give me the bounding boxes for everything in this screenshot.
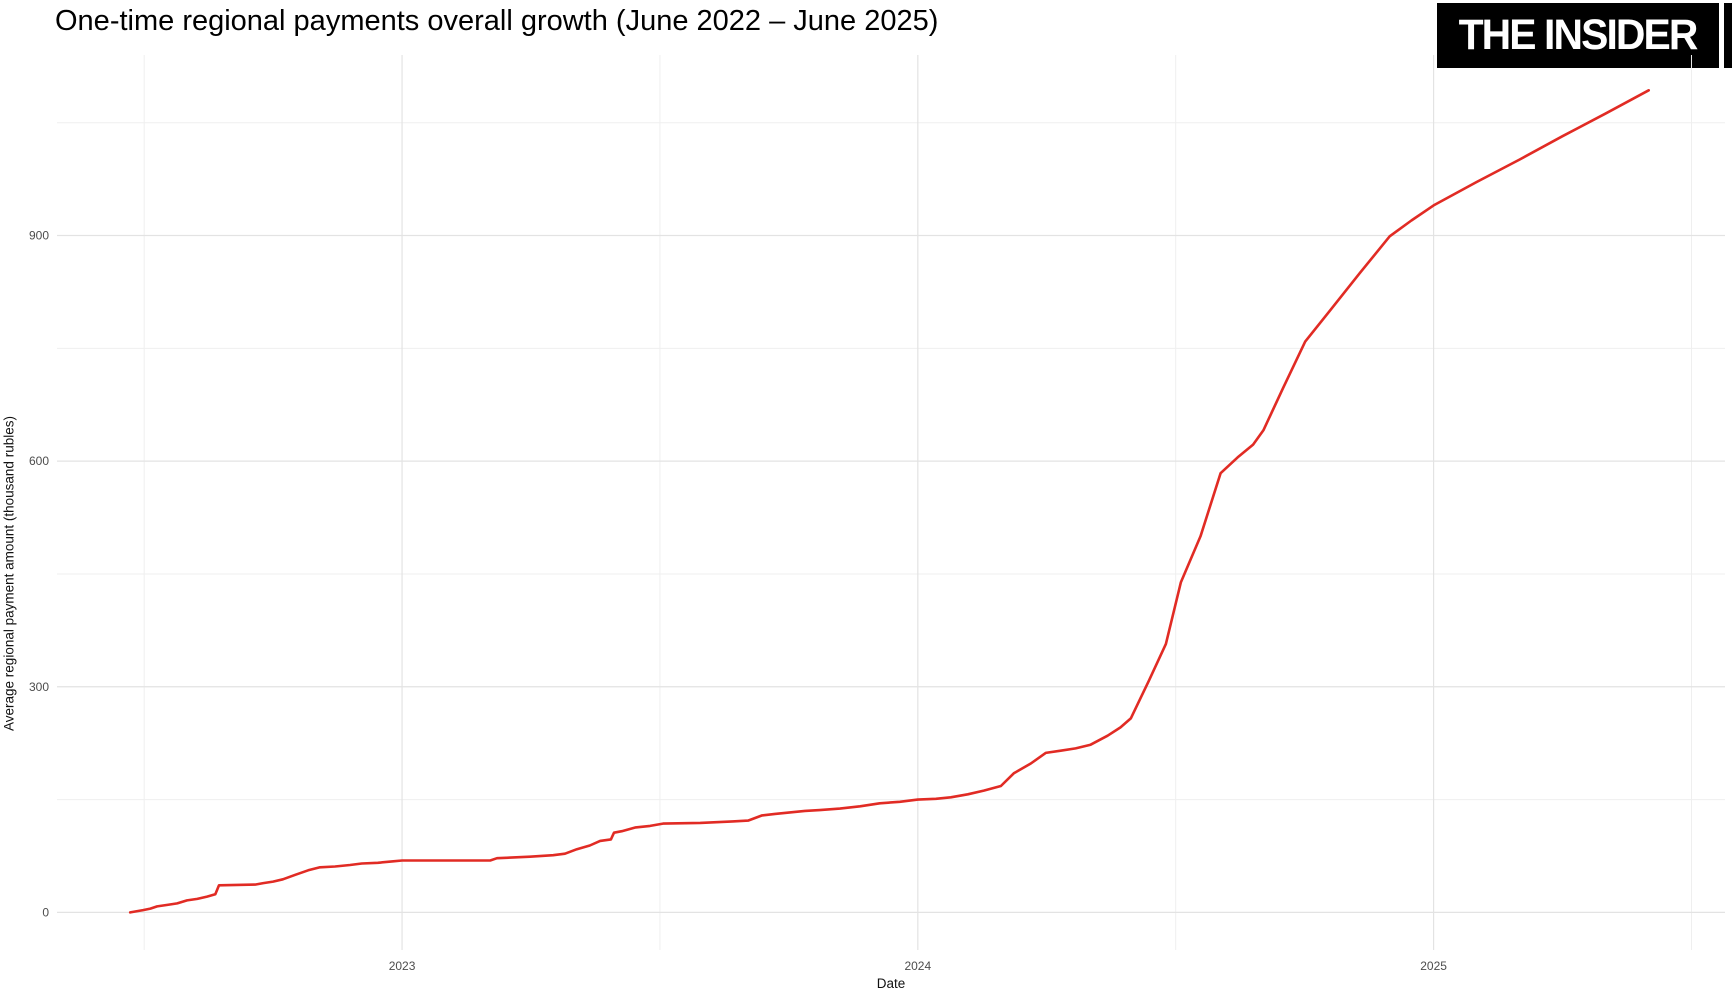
y-tick-label: 300 <box>29 680 49 694</box>
data-line <box>128 89 1650 914</box>
logo-text: THE INSIDER <box>1458 11 1699 59</box>
y-tick-label: 0 <box>42 905 49 919</box>
y-tick-label: 900 <box>29 229 49 243</box>
y-tick-label: 600 <box>29 454 49 468</box>
x-tick-label: 2023 <box>389 959 416 973</box>
x-tick-label: 2024 <box>904 959 931 973</box>
x-tick-label: 2025 <box>1420 959 1447 973</box>
y-axis-title: Average regional payment amount (thousan… <box>1 416 17 731</box>
x-axis-title: Date <box>876 976 906 991</box>
the-insider-logo: THE INSIDER <box>1437 3 1732 68</box>
chart-title: One-time regional payments overall growt… <box>55 5 939 37</box>
logo-stripe <box>1719 3 1724 68</box>
